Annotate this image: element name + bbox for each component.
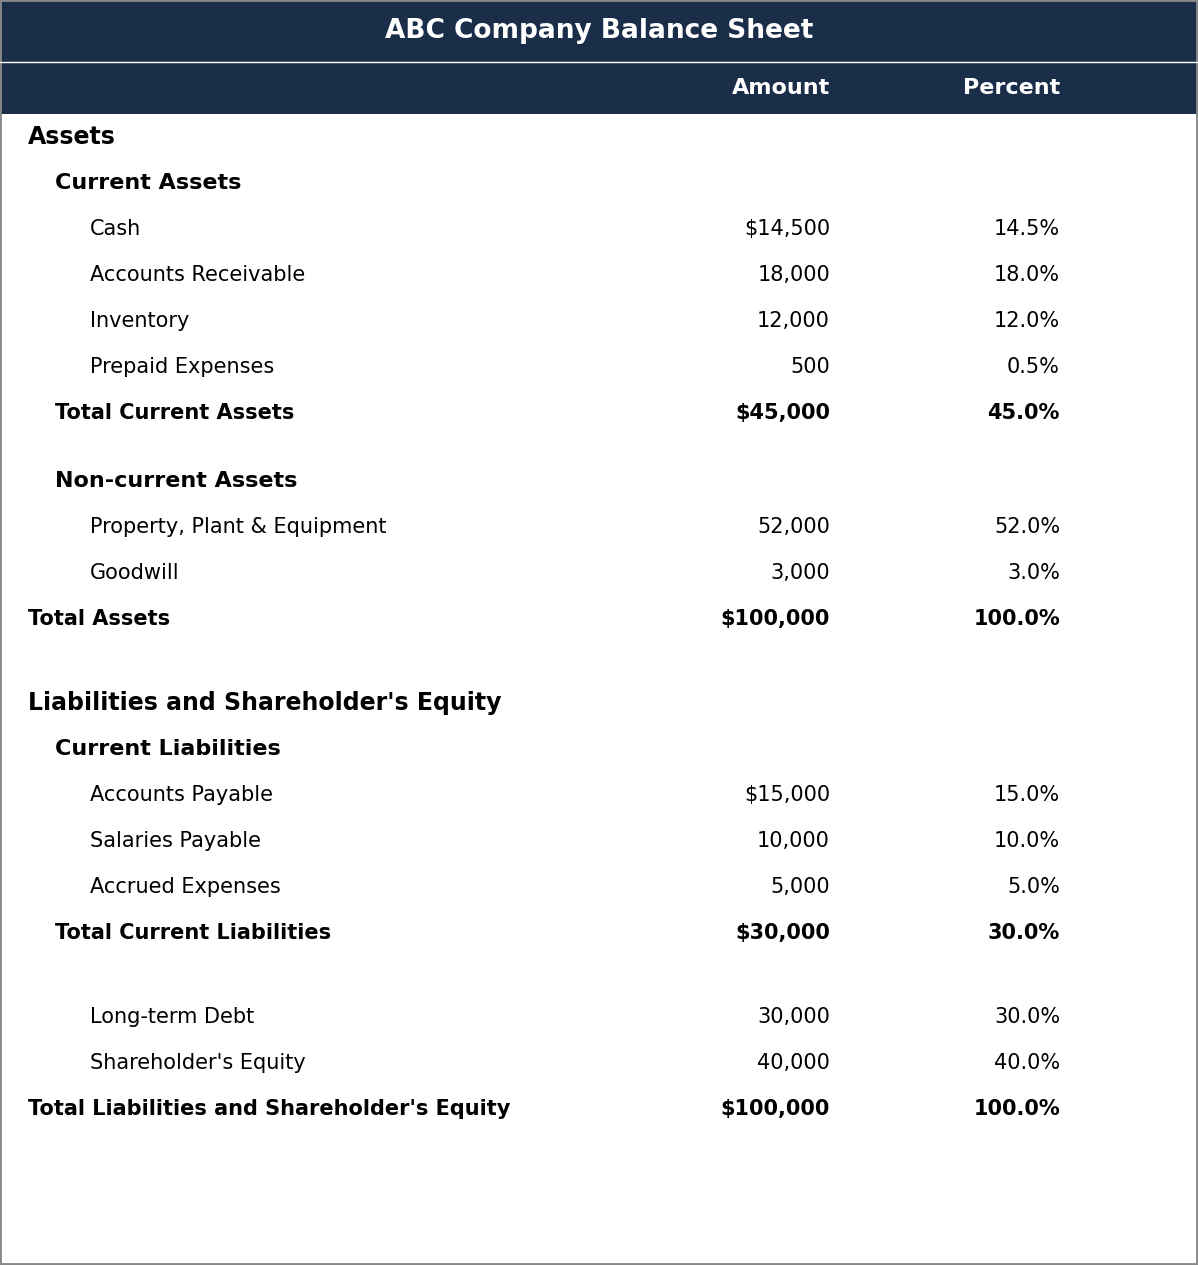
Text: Amount: Amount	[732, 78, 830, 97]
Text: 30,000: 30,000	[757, 1007, 830, 1027]
Text: Assets: Assets	[28, 125, 116, 149]
Text: $15,000: $15,000	[744, 786, 830, 805]
Text: 3,000: 3,000	[770, 563, 830, 583]
Text: Long-term Debt: Long-term Debt	[90, 1007, 254, 1027]
Text: Accrued Expenses: Accrued Expenses	[90, 877, 280, 897]
Text: $100,000: $100,000	[721, 1099, 830, 1120]
Text: 40.0%: 40.0%	[994, 1052, 1060, 1073]
Text: 12,000: 12,000	[757, 311, 830, 331]
Text: Shareholder's Equity: Shareholder's Equity	[90, 1052, 305, 1073]
Text: 3.0%: 3.0%	[1008, 563, 1060, 583]
Text: 40,000: 40,000	[757, 1052, 830, 1073]
Text: 30.0%: 30.0%	[987, 923, 1060, 942]
Text: 5.0%: 5.0%	[1008, 877, 1060, 897]
Text: 18.0%: 18.0%	[994, 264, 1060, 285]
Text: Accounts Payable: Accounts Payable	[90, 786, 273, 805]
Text: Non-current Assets: Non-current Assets	[55, 471, 297, 491]
Text: ABC Company Balance Sheet: ABC Company Balance Sheet	[385, 18, 813, 44]
Text: $14,500: $14,500	[744, 219, 830, 239]
Text: 0.5%: 0.5%	[1008, 357, 1060, 377]
Text: $30,000: $30,000	[736, 923, 830, 942]
Text: Total Current Assets: Total Current Assets	[55, 404, 295, 423]
Text: Goodwill: Goodwill	[90, 563, 180, 583]
Text: 5,000: 5,000	[770, 877, 830, 897]
Text: Current Liabilities: Current Liabilities	[55, 739, 280, 759]
Text: Total Liabilities and Shareholder's Equity: Total Liabilities and Shareholder's Equi…	[28, 1099, 510, 1120]
Text: Current Assets: Current Assets	[55, 173, 241, 194]
Text: Property, Plant & Equipment: Property, Plant & Equipment	[90, 517, 387, 538]
Text: Liabilities and Shareholder's Equity: Liabilities and Shareholder's Equity	[28, 691, 502, 715]
Bar	[0, 62, 1198, 114]
Text: 18,000: 18,000	[757, 264, 830, 285]
Text: $100,000: $100,000	[721, 608, 830, 629]
Text: Inventory: Inventory	[90, 311, 189, 331]
Text: Total Assets: Total Assets	[28, 608, 170, 629]
Text: $45,000: $45,000	[736, 404, 830, 423]
Text: 500: 500	[791, 357, 830, 377]
Text: Accounts Receivable: Accounts Receivable	[90, 264, 305, 285]
Text: Prepaid Expenses: Prepaid Expenses	[90, 357, 274, 377]
Text: 15.0%: 15.0%	[994, 786, 1060, 805]
Text: 100.0%: 100.0%	[973, 1099, 1060, 1120]
Bar	[0, 0, 1198, 62]
Text: 45.0%: 45.0%	[987, 404, 1060, 423]
Text: 14.5%: 14.5%	[994, 219, 1060, 239]
Text: Salaries Payable: Salaries Payable	[90, 831, 261, 851]
Text: 12.0%: 12.0%	[994, 311, 1060, 331]
Text: 10.0%: 10.0%	[994, 831, 1060, 851]
Text: Percent: Percent	[963, 78, 1060, 97]
Text: 10,000: 10,000	[757, 831, 830, 851]
Text: 52.0%: 52.0%	[994, 517, 1060, 538]
Text: 100.0%: 100.0%	[973, 608, 1060, 629]
Text: Cash: Cash	[90, 219, 141, 239]
Text: Total Current Liabilities: Total Current Liabilities	[55, 923, 331, 942]
Text: 30.0%: 30.0%	[994, 1007, 1060, 1027]
Text: 52,000: 52,000	[757, 517, 830, 538]
